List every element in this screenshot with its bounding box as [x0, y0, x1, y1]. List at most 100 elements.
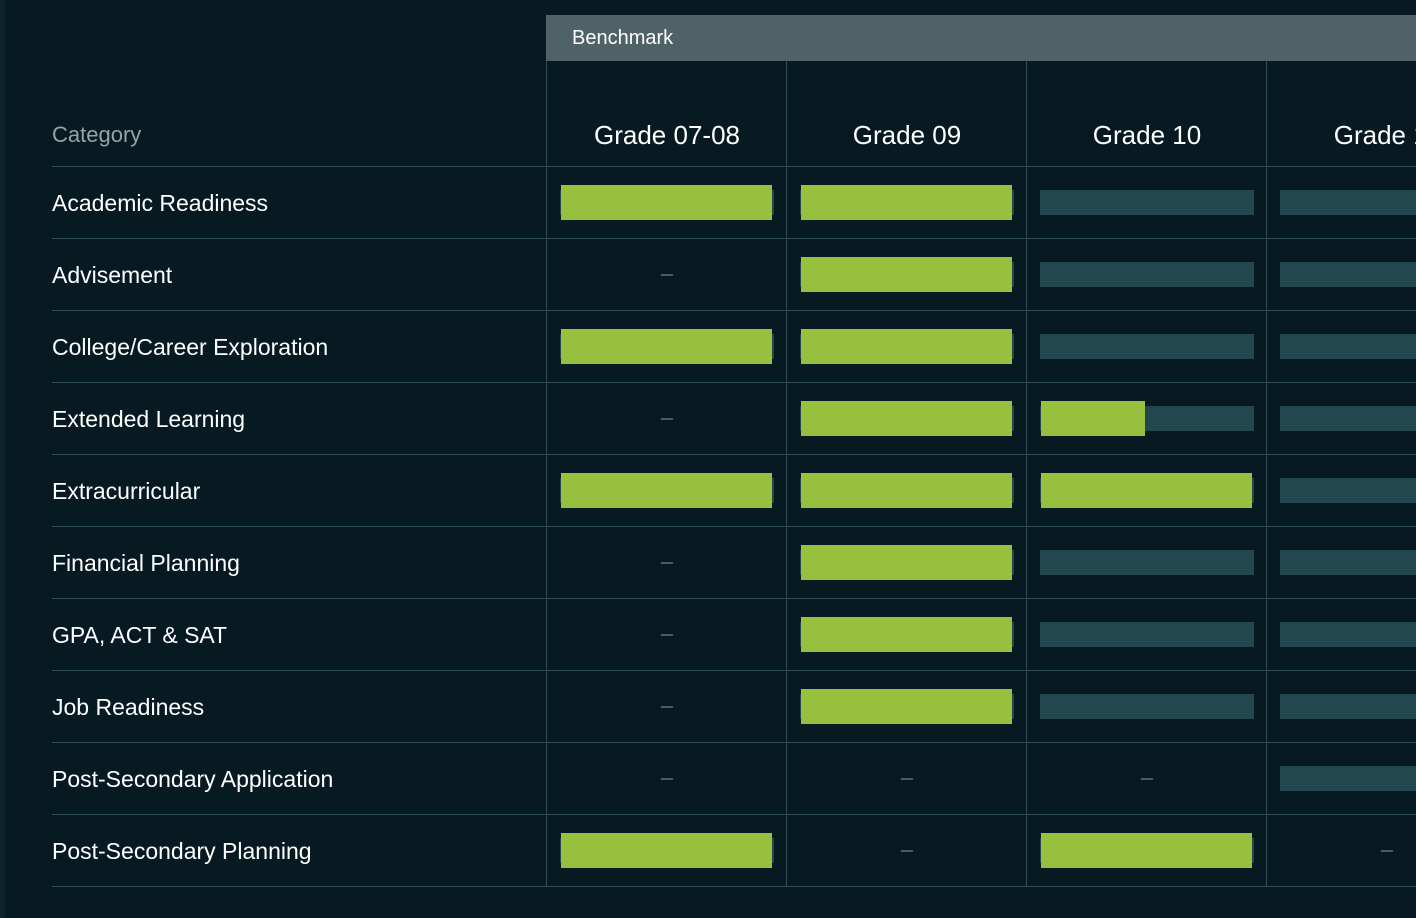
- progress-fill: [1041, 833, 1252, 868]
- progress-track: [1040, 262, 1254, 287]
- column-header-grade: Grade 07-08: [594, 120, 740, 150]
- progress-fill: [1041, 401, 1145, 436]
- benchmark-cell[interactable]: [787, 599, 1027, 671]
- benchmark-cell[interactable]: [787, 311, 1027, 383]
- benchmark-cell[interactable]: [787, 167, 1027, 239]
- benchmark-cell[interactable]: [1027, 311, 1267, 383]
- progress-fill: [801, 257, 1012, 292]
- benchmark-cell[interactable]: [1267, 167, 1416, 239]
- category-label: GPA, ACT & SAT: [52, 622, 228, 648]
- benchmark-cell[interactable]: [1267, 599, 1416, 671]
- benchmark-cell[interactable]: [787, 383, 1027, 455]
- benchmark-cell[interactable]: [547, 455, 787, 527]
- progress-fill: [801, 185, 1012, 220]
- benchmark-cell: [547, 599, 787, 671]
- progress-fill: [561, 833, 772, 868]
- benchmark-cell: [787, 815, 1027, 887]
- row-divider: [52, 166, 1416, 167]
- benchmark-cell[interactable]: [1027, 455, 1267, 527]
- benchmark-cell[interactable]: [1267, 239, 1416, 311]
- not-applicable-dash: [661, 778, 673, 780]
- category-header: Category: [52, 122, 142, 147]
- not-applicable-dash: [1381, 850, 1393, 852]
- progress-track: [1280, 766, 1416, 791]
- benchmark-cell[interactable]: [1027, 671, 1267, 743]
- benchmark-cell[interactable]: [1027, 527, 1267, 599]
- benchmark-header: Benchmark: [546, 15, 1416, 61]
- progress-fill: [561, 329, 772, 364]
- benchmark-cell: [1267, 815, 1416, 887]
- column-divider: [786, 61, 787, 887]
- not-applicable-dash: [661, 418, 673, 420]
- benchmark-cell: [1027, 743, 1267, 815]
- progress-track: [1280, 694, 1416, 719]
- benchmark-cell[interactable]: [547, 167, 787, 239]
- progress-track: [1280, 262, 1416, 287]
- benchmark-cell[interactable]: [1267, 527, 1416, 599]
- benchmark-cell[interactable]: [1267, 311, 1416, 383]
- progress-track: [1280, 190, 1416, 215]
- progress-track: [1280, 334, 1416, 359]
- progress-fill: [561, 473, 772, 508]
- category-label: Post-Secondary Planning: [52, 838, 312, 864]
- not-applicable-dash: [1141, 778, 1153, 780]
- benchmark-cell: [547, 743, 787, 815]
- progress-track: [1280, 622, 1416, 647]
- category-label: College/Career Exploration: [52, 334, 329, 360]
- progress-fill: [801, 329, 1012, 364]
- benchmark-cell[interactable]: [1027, 815, 1267, 887]
- progress-track: [1280, 478, 1416, 503]
- benchmark-cell[interactable]: [1027, 167, 1267, 239]
- not-applicable-dash: [661, 562, 673, 564]
- row-divider: [52, 742, 1416, 743]
- progress-fill: [561, 185, 772, 220]
- benchmark-cell[interactable]: [787, 671, 1027, 743]
- not-applicable-dash: [901, 778, 913, 780]
- column-header-grade: Grade 10: [1092, 120, 1202, 150]
- row-divider: [52, 526, 1416, 527]
- benchmark-cell: [547, 527, 787, 599]
- row-divider: [52, 814, 1416, 815]
- progress-fill: [1041, 473, 1252, 508]
- benchmark-cell[interactable]: [1267, 743, 1416, 815]
- row-divider: [52, 886, 1416, 887]
- column-header-grade: Grade 09: [852, 120, 962, 150]
- benchmark-cell[interactable]: [1027, 599, 1267, 671]
- progress-track: [1040, 622, 1254, 647]
- benchmark-cell[interactable]: [787, 455, 1027, 527]
- benchmark-cell[interactable]: [547, 815, 787, 887]
- row-divider: [52, 670, 1416, 671]
- benchmark-cell[interactable]: [1267, 671, 1416, 743]
- row-divider: [52, 310, 1416, 311]
- benchmark-label: Benchmark: [572, 27, 674, 49]
- row-divider: [52, 238, 1416, 239]
- column-divider: [546, 61, 547, 887]
- benchmark-cell: [547, 671, 787, 743]
- progress-fill: [801, 617, 1012, 652]
- benchmark-cell[interactable]: [547, 311, 787, 383]
- not-applicable-dash: [901, 850, 913, 852]
- benchmark-cell[interactable]: [1027, 383, 1267, 455]
- benchmark-cell[interactable]: [787, 527, 1027, 599]
- progress-fill: [801, 401, 1012, 436]
- benchmark-cell: [787, 743, 1027, 815]
- category-label: Job Readiness: [52, 694, 205, 720]
- left-edge: [0, 0, 5, 918]
- progress-track: [1280, 406, 1416, 431]
- row-divider: [52, 598, 1416, 599]
- benchmark-cell[interactable]: [1027, 239, 1267, 311]
- not-applicable-dash: [661, 706, 673, 708]
- benchmark-cell[interactable]: [1267, 383, 1416, 455]
- row-divider: [52, 382, 1416, 383]
- progress-track: [1040, 550, 1254, 575]
- progress-track: [1040, 334, 1254, 359]
- progress-track: [1040, 694, 1254, 719]
- not-applicable-dash: [661, 634, 673, 636]
- benchmark-cell[interactable]: [787, 239, 1027, 311]
- benchmark-cell: [547, 239, 787, 311]
- progress-track: [1040, 190, 1254, 215]
- category-label: Advisement: [52, 262, 173, 288]
- benchmark-cell[interactable]: [1267, 455, 1416, 527]
- not-applicable-dash: [661, 274, 673, 276]
